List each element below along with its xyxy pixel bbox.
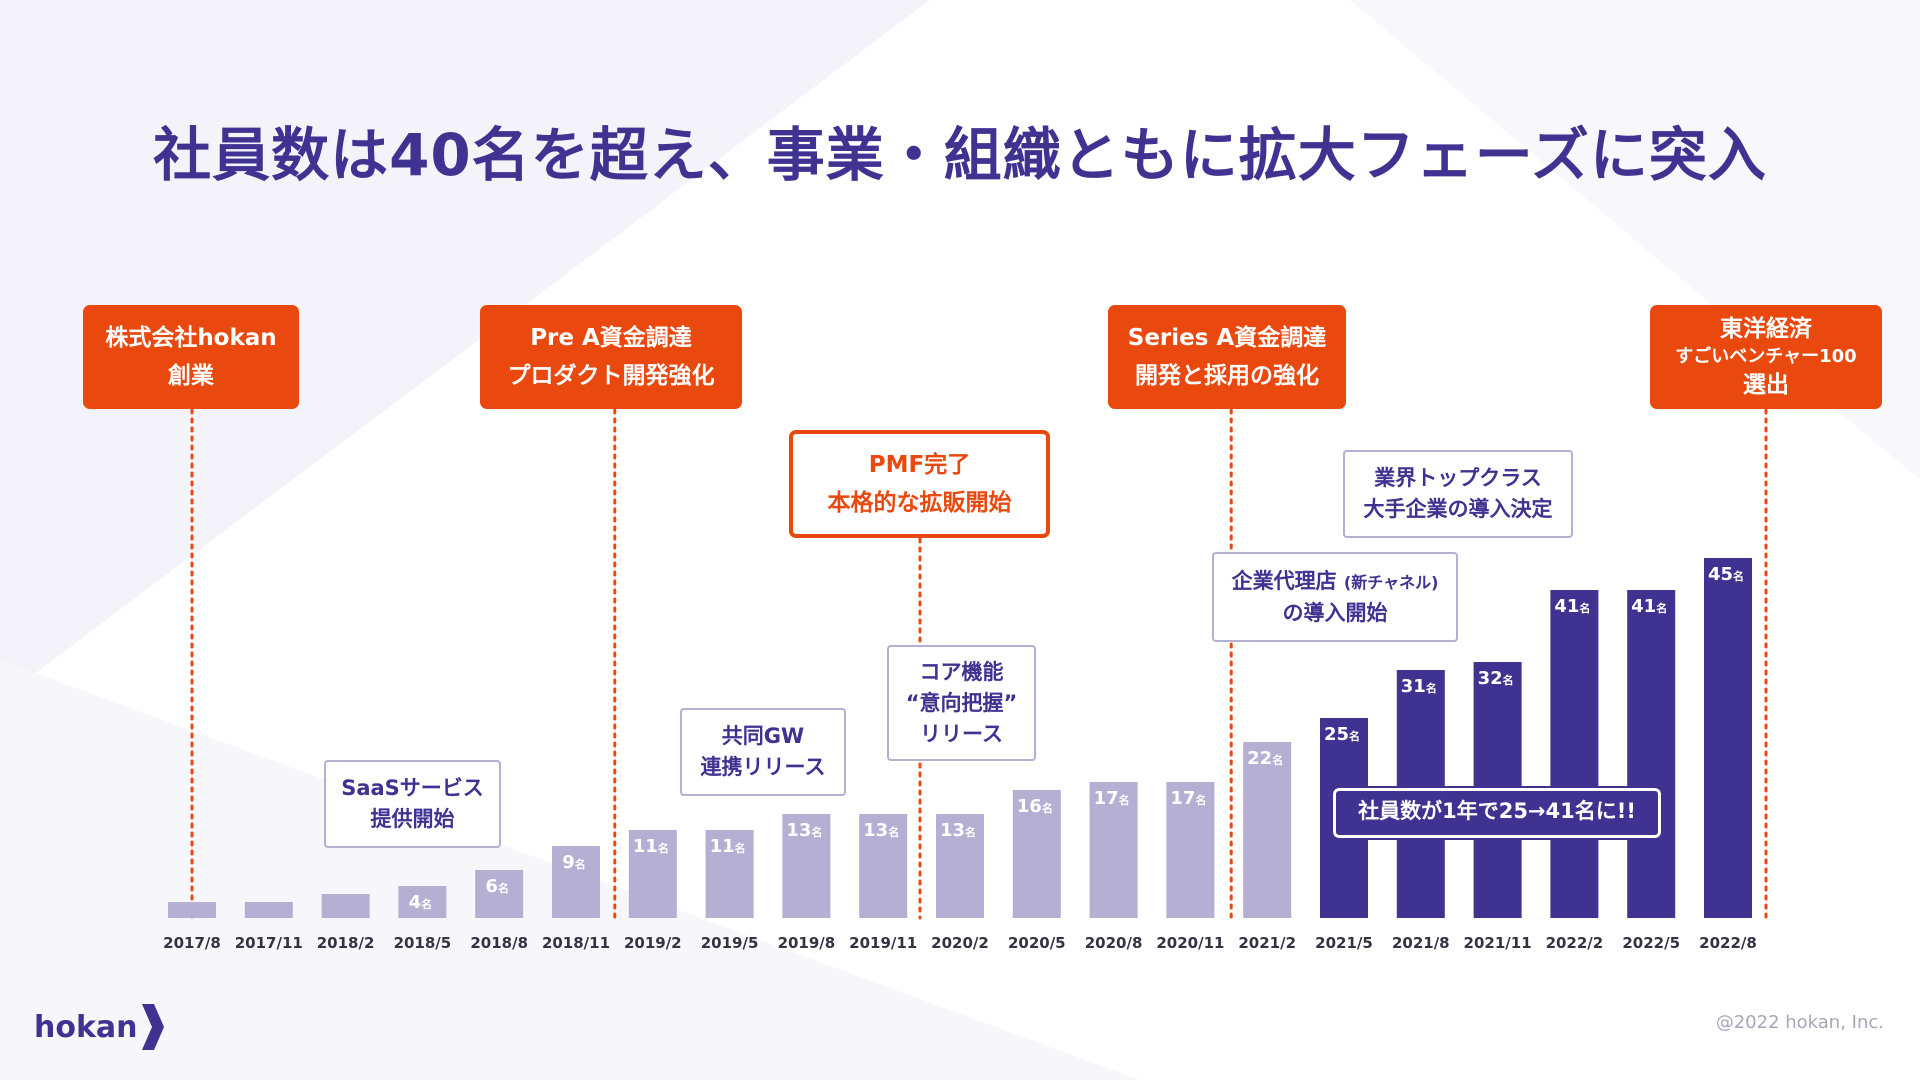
x-tick-label: 2021/8 <box>1392 934 1450 952</box>
x-tick-label: 2018/11 <box>542 934 610 952</box>
milestone-pmf: PMF完了 本格的な拡販開始 <box>789 430 1050 538</box>
callout-agency-line2: の導入開始 <box>1282 600 1388 625</box>
x-tick-label: 2021/11 <box>1464 934 1532 952</box>
bar-value-label: 13名 <box>940 820 976 841</box>
x-tick-label: 2020/5 <box>1008 934 1066 952</box>
bar-value-label: 13名 <box>863 820 899 841</box>
callout-agency: 企業代理店 (新チャネル) の導入開始 <box>1212 552 1458 642</box>
x-tick-label: 2018/5 <box>394 934 452 952</box>
milestone-pmf-line2: 本格的な拡販開始 <box>827 490 1012 516</box>
bar-value-label: 25名 <box>1324 724 1360 745</box>
growth-highlight-badge: 社員数が1年で25→41名に!! <box>1331 786 1663 840</box>
bar-2018/11 <box>552 846 600 918</box>
x-tick-label: 2017/11 <box>235 934 303 952</box>
milestone-award-line3: 選出 <box>1743 372 1789 398</box>
milestone-founding: 株式会社hokan 創業 <box>83 305 299 409</box>
milestone-award-line1: 東洋経済 <box>1720 316 1812 342</box>
x-tick-label: 2019/8 <box>778 934 836 952</box>
callout-core-line1: コア機能 <box>919 659 1004 684</box>
page-title: 社員数は40名を超え、事業・組織ともに拡大フェーズに突入 <box>153 121 1767 189</box>
callout-enterprise-line2: 大手企業の導入決定 <box>1363 497 1553 521</box>
x-tick-label: 2022/5 <box>1622 934 1680 952</box>
milestone-founding-line1: 株式会社hokan <box>105 325 277 351</box>
bar-2022/2 <box>1550 590 1599 918</box>
bar-2017/11 <box>244 902 293 918</box>
bar-2018/5 <box>398 886 447 918</box>
bar-value-label: 16名 <box>1017 796 1053 817</box>
logo-text: hokan <box>34 1009 138 1045</box>
callout-enterprise-line1: 業界トップクラス <box>1374 466 1542 490</box>
x-tick-label: 2022/2 <box>1546 934 1604 952</box>
milestone-pre-a: Pre A資金調達 プロダクト開発強化 <box>480 305 742 409</box>
bar-2019/8 <box>782 814 831 918</box>
bar-value-label: 13名 <box>786 820 822 841</box>
milestone-series-a: Series A資金調達 開発と採用の強化 <box>1108 305 1346 409</box>
milestone-pmf-line1: PMF完了 <box>868 452 971 478</box>
bar-value-label: 11名 <box>633 836 669 857</box>
bar-value-label: 9名 <box>562 852 586 873</box>
x-tick-label: 2020/2 <box>931 934 989 952</box>
logo-chevron-icon <box>141 1004 164 1050</box>
bar-value-label: 41名 <box>1554 596 1590 617</box>
callout-gw-line1: 共同GW <box>721 724 805 748</box>
bar-2019/2 <box>628 830 677 918</box>
bar-value-label: 41名 <box>1631 596 1667 617</box>
bar-2021/2 <box>1243 742 1292 918</box>
bar-2018/2 <box>321 894 370 918</box>
x-tick-label: 2018/8 <box>470 934 528 952</box>
x-tick-label: 2019/5 <box>701 934 759 952</box>
bar-2017/8 <box>168 902 216 918</box>
callout-saas-line1: SaaSサービス <box>341 776 484 800</box>
x-tick-label: 2019/2 <box>624 934 682 952</box>
x-tick-label: 2018/2 <box>317 934 375 952</box>
x-tick-label: 2021/5 <box>1315 934 1373 952</box>
bar-value-label: 4名 <box>409 892 433 913</box>
bar-2019/11 <box>859 814 908 918</box>
milestone-award-line2: すごいベンチャー100 <box>1675 346 1857 367</box>
callout-agency-line1: 企業代理店 (新チャネル) <box>1231 568 1439 593</box>
bar-2020/11 <box>1166 782 1215 918</box>
bar-2020/5 <box>1012 790 1061 918</box>
milestone-series-a-line2: 開発と採用の強化 <box>1135 363 1319 389</box>
hokan-logo: hokan <box>34 1002 166 1052</box>
callout-enterprise: 業界トップクラス 大手企業の導入決定 <box>1343 450 1573 538</box>
bar-value-label: 6名 <box>485 876 509 897</box>
x-tick-label: 2019/11 <box>849 934 917 952</box>
milestone-series-a-line1: Series A資金調達 <box>1127 325 1327 351</box>
bar-value-label: 45名 <box>1708 564 1744 585</box>
bar-2022/5 <box>1627 590 1676 918</box>
bar-2019/5 <box>705 830 754 918</box>
x-tick-label: 2022/8 <box>1699 934 1757 952</box>
callout-gw-release: 共同GW 連携リリース <box>680 708 846 796</box>
bar-value-label: 31名 <box>1401 676 1437 697</box>
callout-saas-line2: 提供開始 <box>370 807 455 831</box>
bar-value-label: 32名 <box>1478 668 1514 689</box>
bar-2018/8 <box>475 870 524 918</box>
bar-value-label: 11名 <box>710 836 746 857</box>
bar-2020/2 <box>936 814 984 918</box>
bar-2020/8 <box>1089 782 1138 918</box>
callout-core-feature: コア機能 “意向把握” リリース <box>887 645 1036 761</box>
copyright: @2022 hokan, Inc. <box>1715 1012 1884 1033</box>
callout-core-line2: “意向把握” <box>905 690 1018 715</box>
x-tick-label: 2020/8 <box>1085 934 1143 952</box>
x-tick-label: 2021/2 <box>1238 934 1296 952</box>
bar-value-label: 17名 <box>1170 788 1206 809</box>
milestone-founding-line2: 創業 <box>168 363 214 389</box>
x-tick-label: 2020/11 <box>1156 934 1224 952</box>
bar-2022/8 <box>1704 558 1752 918</box>
milestone-pre-a-line2: プロダクト開発強化 <box>507 363 715 389</box>
callout-core-line3: リリース <box>920 721 1003 746</box>
bar-value-label: 17名 <box>1094 788 1130 809</box>
milestone-award: 東洋経済 すごいベンチャー100 選出 <box>1650 305 1882 409</box>
milestone-pre-a-line1: Pre A資金調達 <box>530 325 692 351</box>
callout-saas-launch: SaaSサービス 提供開始 <box>324 760 501 848</box>
x-tick-label: 2017/8 <box>163 934 221 952</box>
bar-value-label: 22名 <box>1247 748 1283 769</box>
callout-gw-line2: 連携リリース <box>700 755 826 779</box>
